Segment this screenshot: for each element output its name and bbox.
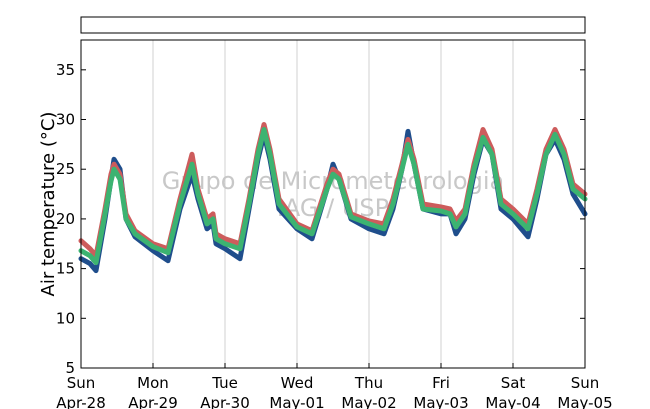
x-tick-date: May-04 [485,394,540,409]
y-axis-label: Air temperature (°C) [38,112,59,297]
series-line-3 [78,127,588,266]
y-tick-label: 15 [56,260,75,278]
x-tick-day: Mon [137,374,169,392]
x-tick-day: Wed [281,374,314,392]
x-tick-day: Sat [501,374,526,392]
y-tick-label: 5 [65,359,75,377]
x-tick-date: May-02 [341,394,396,409]
x-tick-day: Tue [211,374,238,392]
y-tick-label: 30 [56,111,75,129]
y-axis: 5 10 15 20 25 30 35 [56,61,585,377]
plot-frame [80,39,586,369]
x-tick-day: Sun [571,374,600,392]
y-tick-label: 10 [56,309,75,327]
x-tick-date: Apr-30 [200,394,250,409]
legend-box [80,16,586,34]
y-tick-label: 25 [56,160,75,178]
series-lines [78,122,588,274]
x-tick-day: Sun [67,374,96,392]
x-tick-day: Thu [354,374,383,392]
x-tick-date: May-05 [557,394,612,409]
y-tick-label: 20 [56,210,75,228]
x-tick-date: Apr-29 [128,394,178,409]
x-tick-date: Apr-28 [56,394,106,409]
x-axis: Sun Apr-28 Mon Apr-29 Tue Apr-30 Wed May-01 Thu M… [56,363,613,409]
watermark-line-2: IAG / USP [277,194,389,222]
y-tick-label: 35 [56,61,75,79]
x-tick-date: May-03 [413,394,468,409]
grid-lines [152,40,514,368]
x-tick-date: May-01 [269,394,324,409]
x-tick-day: Fri [432,374,450,392]
